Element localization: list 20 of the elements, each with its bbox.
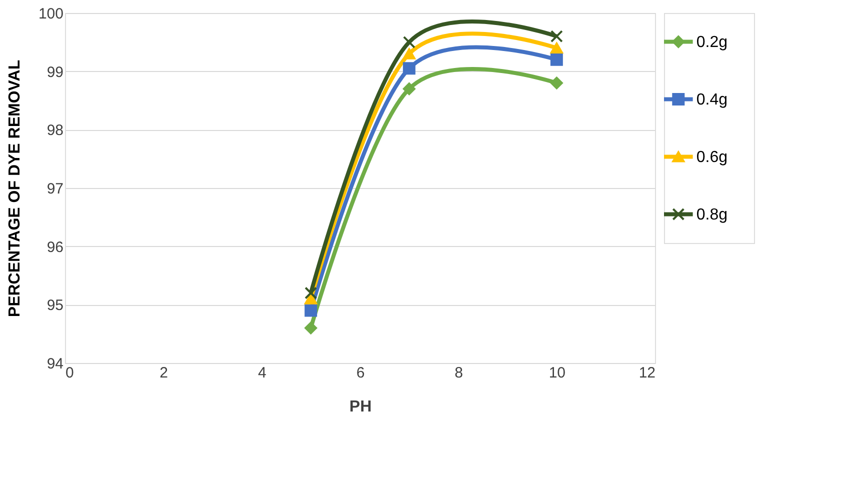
y-tick-label: 94 (46, 356, 64, 372)
legend-label: 0.4g (696, 91, 728, 108)
x-tick-label: 12 (638, 364, 656, 382)
x-tick-label: 10 (548, 364, 566, 382)
legend-label: 0.6g (696, 148, 728, 166)
x-tick-label: 2 (160, 364, 168, 382)
x-tick-label: 4 (258, 364, 266, 382)
x-tick-label: 8 (454, 364, 464, 382)
x-tick-label: 6 (356, 364, 365, 382)
y-tick-label: 98 (46, 122, 64, 140)
y-tick-label: 97 (46, 180, 64, 198)
y-tick-label: 95 (46, 297, 64, 314)
y-tick-label: 100 (38, 6, 64, 22)
y-tick-label: 96 (46, 238, 64, 256)
y-axis-title: PERCENTAGE OF DYE REMOVAL (6, 60, 24, 318)
x-axis-title: PH (349, 398, 372, 416)
legend-label: 0.2g (696, 34, 728, 51)
legend-label: 0.8g (696, 206, 728, 224)
y-tick-label: 99 (46, 64, 64, 81)
x-tick-label: 0 (66, 364, 74, 382)
